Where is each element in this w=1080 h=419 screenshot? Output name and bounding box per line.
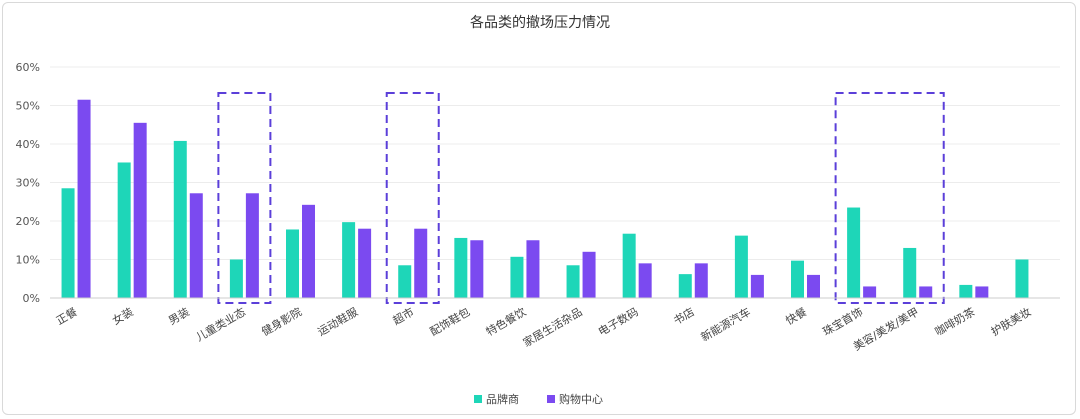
y-tick-label: 10%	[16, 254, 40, 267]
bar-mall[interactable]	[863, 286, 877, 298]
bar-mall[interactable]	[77, 99, 91, 298]
x-tick-label: 特色餐饮	[483, 304, 528, 338]
bar-brand[interactable]	[229, 259, 243, 299]
bar-mall[interactable]	[638, 263, 652, 298]
bar-brand[interactable]	[903, 247, 917, 298]
x-tick-label: 男装	[166, 305, 192, 327]
x-tick-label: 电子数码	[596, 305, 641, 338]
x-tick-label: 正餐	[54, 304, 80, 327]
x-tick-label: 女装	[110, 304, 136, 327]
bar-brand[interactable]	[173, 140, 187, 298]
y-tick-label: 30%	[16, 177, 40, 190]
bar-mall[interactable]	[189, 193, 203, 298]
bar-mall[interactable]	[807, 274, 820, 298]
bar-mall[interactable]	[414, 228, 428, 298]
y-tick-label: 50%	[16, 100, 40, 113]
bar-brand[interactable]	[734, 235, 748, 298]
bar-brand[interactable]	[959, 284, 973, 298]
highlight-box	[217, 92, 272, 304]
bar-mall[interactable]	[975, 286, 989, 298]
x-tick-label: 超市	[390, 304, 416, 327]
legend[interactable]: 品牌商 购物中心	[474, 392, 603, 406]
y-tick-label: 0%	[23, 292, 40, 305]
bar-brand[interactable]	[454, 237, 468, 298]
y-tick-label: 20%	[16, 215, 40, 228]
bar-brand[interactable]	[678, 274, 692, 298]
bar-brand[interactable]	[622, 233, 636, 298]
bar-mall[interactable]	[582, 251, 596, 298]
bar-mall[interactable]	[470, 240, 484, 298]
bar-mall[interactable]	[133, 122, 147, 298]
bars	[61, 99, 1029, 299]
x-tick-label: 健身影院	[259, 304, 304, 338]
y-axis: 0% 10% 20% 30% 40% 50% 60%	[16, 61, 40, 305]
x-tick-label: 咖啡奶茶	[932, 304, 977, 338]
bar-brand[interactable]	[791, 260, 804, 298]
bar-mall[interactable]	[358, 228, 372, 298]
bar-brand[interactable]	[117, 162, 131, 298]
bar-brand[interactable]	[566, 265, 580, 298]
legend-label-brand[interactable]: 品牌商	[486, 392, 519, 406]
legend-swatch-brand[interactable]	[474, 395, 482, 403]
bar-brand[interactable]	[1015, 259, 1029, 299]
bar-mall[interactable]	[750, 274, 764, 298]
bar-brand[interactable]	[398, 265, 412, 298]
chart-title: 各品类的撤场压力情况	[470, 15, 610, 31]
y-tick-label: 40%	[16, 138, 40, 151]
x-tick-label: 珠宝首饰	[820, 304, 865, 338]
bar-brand[interactable]	[286, 229, 299, 298]
bar-mall[interactable]	[694, 263, 708, 298]
bar-brand[interactable]	[847, 207, 861, 298]
y-tick-label: 60%	[16, 61, 40, 74]
bar-mall[interactable]	[245, 193, 259, 298]
x-tick-label: 配饰鞋包	[427, 304, 472, 338]
legend-label-mall[interactable]: 购物中心	[559, 392, 603, 406]
x-tick-label: 新能源汽车	[698, 304, 753, 344]
highlight-box	[385, 92, 440, 304]
bar-mall[interactable]	[526, 240, 540, 298]
bar-brand[interactable]	[342, 222, 356, 298]
x-tick-label: 儿童类业态	[193, 304, 248, 344]
bar-mall[interactable]	[302, 204, 315, 298]
bar-mall[interactable]	[919, 286, 933, 298]
x-tick-label: 护肤美妆	[988, 304, 1033, 338]
x-tick-label: 书店	[671, 304, 697, 327]
bar-brand[interactable]	[61, 188, 75, 298]
highlight-box	[834, 92, 945, 304]
bar-brand[interactable]	[510, 256, 524, 298]
x-tick-label: 家居生活杂品	[520, 304, 584, 349]
x-tick-label: 快餐	[783, 304, 809, 327]
legend-swatch-mall[interactable]	[547, 395, 555, 403]
x-tick-label: 运动鞋服	[315, 304, 360, 338]
highlight-boxes	[217, 92, 945, 304]
